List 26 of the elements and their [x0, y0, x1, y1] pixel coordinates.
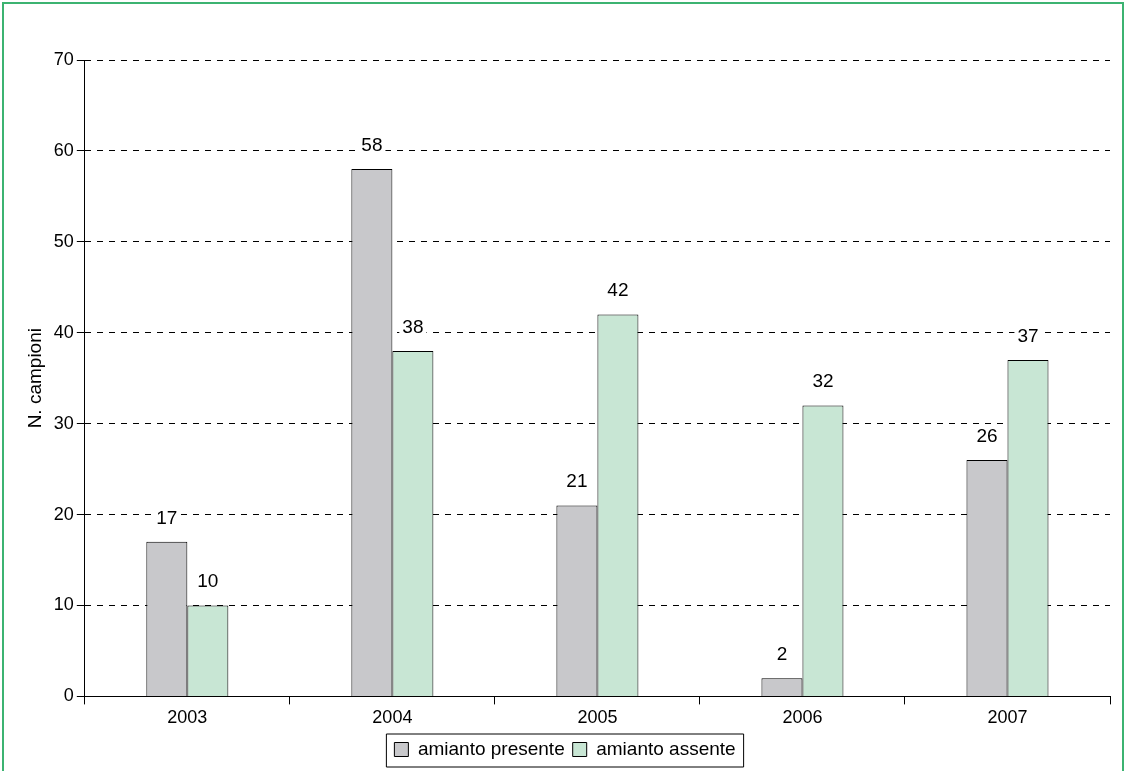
data-label: 42: [607, 279, 629, 301]
y-tick-label: 10: [53, 594, 74, 615]
data-label: 21: [566, 470, 588, 492]
legend-label: amianto presente: [417, 737, 565, 759]
x-tick-label: 2003: [167, 707, 208, 728]
y-tick-label: 40: [53, 321, 74, 342]
y-tick-label: 0: [63, 685, 74, 706]
y-tick-label: 60: [53, 139, 74, 160]
x-tick-label: 2007: [987, 707, 1028, 728]
x-tick-label: 2004: [372, 707, 413, 728]
y-tick-label: 30: [53, 412, 74, 433]
data-label: 17: [156, 506, 178, 528]
data-label: 26: [976, 424, 998, 446]
y-tick-label: 20: [53, 503, 74, 524]
legend-label: amianto assente: [596, 737, 736, 759]
data-label: 58: [361, 133, 383, 155]
x-tick-label: 2006: [782, 707, 823, 728]
data-label: 32: [812, 370, 834, 392]
data-label: 2: [776, 642, 788, 664]
data-label: 10: [197, 570, 219, 592]
data-label: 37: [1017, 324, 1039, 346]
x-tick-label: 2005: [577, 707, 618, 728]
y-tick-label: 50: [53, 230, 74, 251]
data-label: 38: [402, 315, 424, 337]
y-axis-title: N. campioni: [23, 328, 45, 429]
y-tick-label: 70: [53, 48, 74, 69]
